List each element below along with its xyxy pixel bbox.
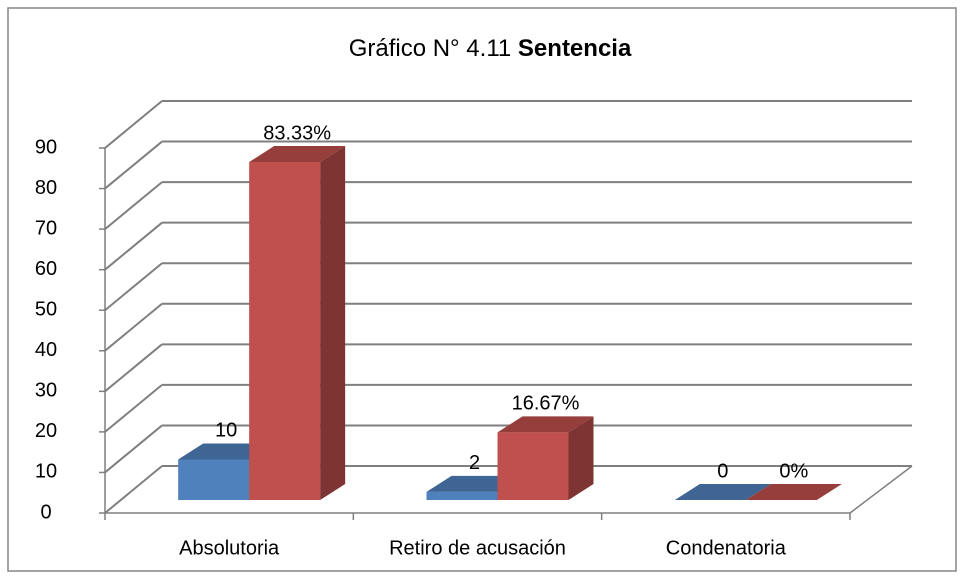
bar-front [178, 459, 250, 500]
chart-title: Gráfico N° 4.11 Sentencia [349, 35, 632, 62]
title-bold: Sentencia [518, 35, 632, 62]
side-grid-line [104, 140, 163, 190]
bar-front [249, 162, 321, 501]
side-grid-line [104, 221, 163, 271]
y-tick-label: 10 [35, 461, 57, 483]
y-tick-label: 50 [35, 299, 57, 321]
bar-top [745, 484, 842, 500]
side-grid-line [104, 343, 163, 393]
x-tick-label: Condenatoria [666, 537, 787, 559]
bar [674, 484, 771, 500]
floor-right [849, 465, 913, 514]
y-tick-label: 70 [35, 217, 57, 239]
bar-top [249, 146, 346, 163]
y-tick-label: 60 [35, 258, 57, 280]
data-label: 0% [779, 460, 808, 482]
side-grid-line [104, 424, 163, 474]
side-grid-line [104, 303, 163, 352]
bar-side [568, 416, 594, 500]
bar [249, 146, 346, 501]
data-label: 10 [215, 420, 237, 442]
data-label: 0 [717, 460, 728, 482]
side-grid-line [104, 100, 163, 149]
side-grid-line [104, 181, 163, 230]
bar [745, 484, 842, 500]
y-tick-label: 20 [35, 420, 57, 442]
y-tick-label: 30 [35, 380, 57, 402]
side-grid-line [104, 384, 163, 433]
y-tick-label: 90 [35, 136, 57, 158]
bar-front [426, 491, 498, 500]
bar-front [497, 432, 569, 500]
side-grid-line [104, 465, 163, 514]
data-label: 2 [469, 452, 480, 474]
bar-top [497, 416, 594, 433]
side-grid-line [104, 262, 163, 311]
y-tick-label: 40 [35, 339, 57, 361]
bar [497, 416, 594, 500]
bar-side [320, 146, 346, 501]
y-tick-label: 80 [35, 177, 57, 199]
y-tick-label: 0 [40, 501, 51, 523]
x-tick-label: Retiro de acusación [389, 537, 566, 559]
data-label: 16.67% [512, 393, 580, 415]
x-tick-label: Absolutoria [179, 537, 280, 559]
title-text: Gráfico N° 4.11 [349, 35, 512, 62]
data-label: 83.33% [263, 122, 331, 144]
bar-top [674, 484, 771, 500]
